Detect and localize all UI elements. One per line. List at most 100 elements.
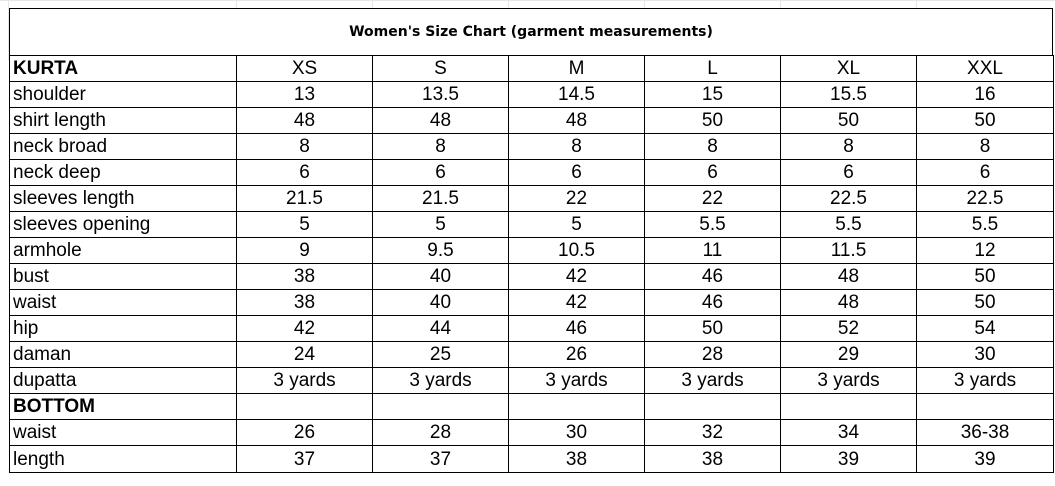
measurement-value-cell[interactable]: 42 bbox=[508, 289, 645, 316]
measurement-value-cell[interactable]: 11.5 bbox=[780, 237, 917, 264]
measurement-value-cell[interactable]: 11 bbox=[644, 237, 781, 264]
measurement-value-cell[interactable]: 28 bbox=[644, 341, 781, 368]
measurement-label-cell[interactable]: shoulder bbox=[9, 81, 237, 108]
measurement-value-cell[interactable]: 42 bbox=[508, 263, 645, 290]
measurement-value-cell[interactable]: 37 bbox=[236, 445, 373, 473]
measurement-value-cell[interactable]: 48 bbox=[780, 263, 917, 290]
measurement-value-cell[interactable]: 5 bbox=[372, 211, 509, 238]
measurement-value-cell[interactable]: 29 bbox=[780, 341, 917, 368]
size-header-cell[interactable]: L bbox=[644, 55, 781, 82]
measurement-value-cell[interactable]: 48 bbox=[236, 107, 373, 134]
measurement-value-cell[interactable]: 32 bbox=[644, 419, 781, 446]
measurement-label-cell[interactable]: hip bbox=[9, 315, 237, 342]
measurement-value-cell[interactable]: 6 bbox=[236, 159, 373, 186]
measurement-value-cell[interactable]: 6 bbox=[780, 159, 917, 186]
measurement-value-cell[interactable]: 38 bbox=[236, 289, 373, 316]
measurement-label-cell[interactable]: length bbox=[9, 445, 237, 473]
measurement-value-cell[interactable]: 8 bbox=[780, 133, 917, 160]
size-header-cell[interactable] bbox=[644, 393, 781, 420]
size-header-cell[interactable]: M bbox=[508, 55, 645, 82]
measurement-label-cell[interactable]: waist bbox=[9, 419, 237, 446]
measurement-value-cell[interactable]: 30 bbox=[508, 419, 645, 446]
measurement-value-cell[interactable]: 38 bbox=[644, 445, 781, 473]
measurement-value-cell[interactable]: 15.5 bbox=[780, 81, 917, 108]
size-header-cell[interactable] bbox=[508, 393, 645, 420]
measurement-value-cell[interactable]: 6 bbox=[372, 159, 509, 186]
measurement-label-cell[interactable]: bust bbox=[9, 263, 237, 290]
measurement-value-cell[interactable]: 3 yards bbox=[916, 367, 1054, 394]
measurement-value-cell[interactable]: 48 bbox=[372, 107, 509, 134]
measurement-value-cell[interactable]: 22 bbox=[508, 185, 645, 212]
size-header-cell[interactable]: XS bbox=[236, 55, 373, 82]
measurement-label-cell[interactable]: armhole bbox=[9, 237, 237, 264]
size-header-cell[interactable] bbox=[372, 393, 509, 420]
measurement-value-cell[interactable]: 3 yards bbox=[236, 367, 373, 394]
measurement-value-cell[interactable]: 8 bbox=[236, 133, 373, 160]
measurement-value-cell[interactable]: 22 bbox=[644, 185, 781, 212]
measurement-value-cell[interactable]: 50 bbox=[644, 315, 781, 342]
measurement-value-cell[interactable]: 13 bbox=[236, 81, 373, 108]
measurement-value-cell[interactable]: 8 bbox=[372, 133, 509, 160]
measurement-value-cell[interactable]: 21.5 bbox=[236, 185, 373, 212]
size-header-cell[interactable]: XXL bbox=[916, 55, 1054, 82]
measurement-label-cell[interactable]: dupatta bbox=[9, 367, 237, 394]
measurement-value-cell[interactable]: 9 bbox=[236, 237, 373, 264]
size-header-cell[interactable] bbox=[780, 393, 917, 420]
measurement-label-cell[interactable]: neck deep bbox=[9, 159, 237, 186]
size-header-cell[interactable] bbox=[236, 393, 373, 420]
measurement-label-cell[interactable]: shirt length bbox=[9, 107, 237, 134]
measurement-value-cell[interactable]: 3 yards bbox=[780, 367, 917, 394]
measurement-value-cell[interactable]: 13.5 bbox=[372, 81, 509, 108]
measurement-value-cell[interactable]: 50 bbox=[780, 107, 917, 134]
measurement-value-cell[interactable]: 8 bbox=[916, 133, 1054, 160]
measurement-value-cell[interactable]: 46 bbox=[644, 263, 781, 290]
measurement-value-cell[interactable]: 28 bbox=[372, 419, 509, 446]
measurement-value-cell[interactable]: 3 yards bbox=[508, 367, 645, 394]
measurement-label-cell[interactable]: neck broad bbox=[9, 133, 237, 160]
measurement-value-cell[interactable]: 5.5 bbox=[644, 211, 781, 238]
measurement-value-cell[interactable]: 26 bbox=[508, 341, 645, 368]
measurement-value-cell[interactable]: 6 bbox=[508, 159, 645, 186]
title-cell[interactable]: Women's Size Chart (garment measurements… bbox=[9, 8, 1053, 55]
measurement-value-cell[interactable]: 6 bbox=[644, 159, 781, 186]
measurement-label-cell[interactable]: sleeves length bbox=[9, 185, 237, 212]
section-title-cell[interactable]: KURTA bbox=[9, 55, 237, 82]
measurement-value-cell[interactable]: 8 bbox=[644, 133, 781, 160]
measurement-value-cell[interactable]: 48 bbox=[508, 107, 645, 134]
measurement-value-cell[interactable]: 5.5 bbox=[916, 211, 1054, 238]
measurement-value-cell[interactable]: 39 bbox=[916, 445, 1054, 473]
measurement-value-cell[interactable]: 34 bbox=[780, 419, 917, 446]
measurement-value-cell[interactable]: 6 bbox=[916, 159, 1054, 186]
measurement-value-cell[interactable]: 40 bbox=[372, 289, 509, 316]
measurement-value-cell[interactable]: 12 bbox=[916, 237, 1054, 264]
measurement-label-cell[interactable]: waist bbox=[9, 289, 237, 316]
measurement-value-cell[interactable]: 50 bbox=[916, 263, 1054, 290]
size-header-cell[interactable]: S bbox=[372, 55, 509, 82]
measurement-value-cell[interactable]: 9.5 bbox=[372, 237, 509, 264]
measurement-value-cell[interactable]: 48 bbox=[780, 289, 917, 316]
measurement-value-cell[interactable]: 10.5 bbox=[508, 237, 645, 264]
measurement-value-cell[interactable]: 16 bbox=[916, 81, 1054, 108]
size-header-cell[interactable]: XL bbox=[780, 55, 917, 82]
measurement-value-cell[interactable]: 3 yards bbox=[372, 367, 509, 394]
measurement-value-cell[interactable]: 14.5 bbox=[508, 81, 645, 108]
measurement-value-cell[interactable]: 54 bbox=[916, 315, 1054, 342]
measurement-value-cell[interactable]: 42 bbox=[236, 315, 373, 342]
measurement-value-cell[interactable]: 50 bbox=[916, 107, 1054, 134]
measurement-value-cell[interactable]: 50 bbox=[644, 107, 781, 134]
measurement-value-cell[interactable]: 26 bbox=[236, 419, 373, 446]
measurement-value-cell[interactable]: 8 bbox=[508, 133, 645, 160]
measurement-value-cell[interactable]: 21.5 bbox=[372, 185, 509, 212]
measurement-value-cell[interactable]: 5 bbox=[508, 211, 645, 238]
measurement-value-cell[interactable]: 37 bbox=[372, 445, 509, 473]
measurement-value-cell[interactable]: 30 bbox=[916, 341, 1054, 368]
measurement-value-cell[interactable]: 25 bbox=[372, 341, 509, 368]
measurement-value-cell[interactable]: 24 bbox=[236, 341, 373, 368]
measurement-value-cell[interactable]: 15 bbox=[644, 81, 781, 108]
measurement-value-cell[interactable]: 46 bbox=[644, 289, 781, 316]
measurement-value-cell[interactable]: 5.5 bbox=[780, 211, 917, 238]
measurement-value-cell[interactable]: 39 bbox=[780, 445, 917, 473]
section-title-cell[interactable]: BOTTOM bbox=[9, 393, 237, 420]
measurement-label-cell[interactable]: daman bbox=[9, 341, 237, 368]
size-header-cell[interactable] bbox=[916, 393, 1054, 420]
